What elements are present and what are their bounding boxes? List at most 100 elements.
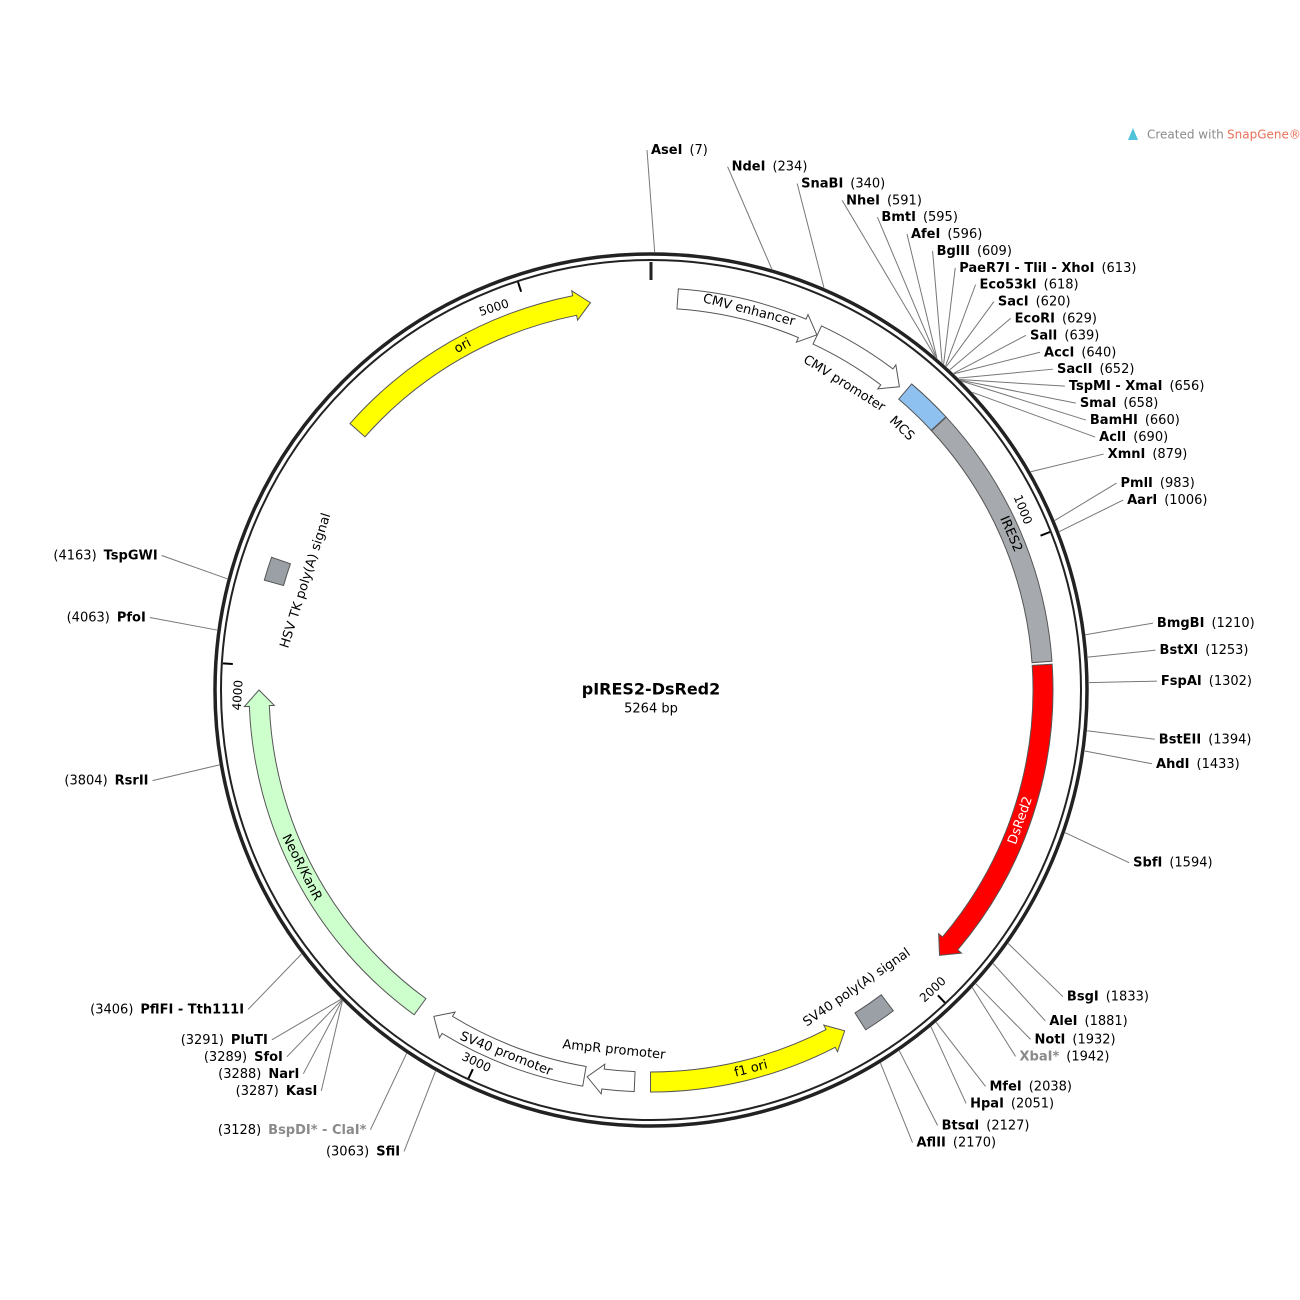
- site-position: (595): [923, 210, 958, 225]
- site-leader: [945, 301, 995, 367]
- site-position: (1253): [1205, 643, 1248, 658]
- site-position: (1433): [1197, 756, 1240, 771]
- site-name: AclI: [1099, 430, 1126, 445]
- site-position: (2038): [1029, 1079, 1072, 1094]
- site-label: (3063) SfiI: [326, 1144, 400, 1159]
- site-label: SacI (620): [998, 294, 1071, 309]
- site-label-text: Eco53kI (618): [980, 277, 1079, 292]
- site-label: XmnI (879): [1108, 447, 1188, 462]
- watermark: Created with SnapGene®: [1128, 128, 1300, 142]
- site-label-text: SacII (652): [1057, 362, 1134, 377]
- site-label: BtsαI (2127): [942, 1118, 1030, 1133]
- site-name: NheI: [846, 193, 880, 208]
- site-position: (2051): [1011, 1096, 1054, 1111]
- site-label-text: (3289) SfoI: [204, 1049, 283, 1064]
- site-name: BamHI: [1090, 413, 1138, 428]
- site-name: NotI: [1035, 1032, 1066, 1047]
- site-label-text: (3406) PflFI - Tth111I: [90, 1002, 244, 1017]
- feature-label: NeoR/KanR: [278, 832, 324, 904]
- backbone-outer: [213, 252, 1089, 1128]
- site-leader: [876, 216, 938, 359]
- site-name: SacI: [998, 294, 1029, 309]
- site-position: (591): [887, 193, 922, 208]
- site-label: NotI (1932): [1035, 1032, 1116, 1047]
- feature-label: AmpR promoter: [562, 1037, 667, 1063]
- site-label-text: (3288) NarI: [218, 1066, 299, 1081]
- site-label-text: SacI (620): [998, 294, 1071, 309]
- site-name: SfoI: [254, 1049, 283, 1064]
- site-name: BmtI: [881, 210, 916, 225]
- site-name: PflFI - Tth111I: [140, 1002, 244, 1017]
- site-label: BsgI (1833): [1067, 989, 1149, 1004]
- site-label-text: BamHI (660): [1090, 413, 1180, 428]
- site-name: SbfI: [1133, 855, 1162, 870]
- site-leader: [953, 351, 1041, 375]
- site-position: (629): [1062, 311, 1097, 326]
- site-label-text: BmgBI (1210): [1157, 616, 1255, 631]
- site-leader: [369, 1053, 408, 1131]
- site-name: TspGWI: [104, 548, 158, 563]
- site-label: SalI (639): [1030, 328, 1099, 343]
- site-label-text: XbaI* (1942): [1020, 1049, 1110, 1064]
- site-leader: [1054, 482, 1117, 521]
- site-label: (3288) NarI: [218, 1066, 299, 1081]
- site-position: (660): [1145, 413, 1180, 428]
- site-position: (340): [850, 176, 885, 191]
- watermark-text: Created with: [1147, 128, 1224, 142]
- site-label: (4063) PfoI: [67, 610, 146, 625]
- site-position: (639): [1064, 328, 1099, 343]
- feature-label: HSV TK poly(A) signal: [277, 511, 334, 650]
- site-label-text: SmaI (658): [1080, 396, 1159, 411]
- site-name: AccI: [1044, 345, 1074, 360]
- site-position: (609): [977, 243, 1012, 258]
- site-position: (690): [1133, 430, 1168, 445]
- site-position: (656): [1169, 379, 1204, 394]
- site-leader: [247, 953, 302, 1010]
- site-label-text: BstXI (1253): [1160, 643, 1249, 658]
- site-position: (620): [1036, 294, 1071, 309]
- site-label-text: AleI (1881): [1049, 1013, 1127, 1028]
- site-name: Eco53kI: [980, 277, 1037, 292]
- site-label-text: SnaBI (340): [801, 176, 885, 191]
- feature: [938, 663, 1054, 956]
- site-label: AfeI (596): [911, 227, 982, 242]
- site-label: SmaI (658): [1080, 396, 1159, 411]
- feature-label: ori: [452, 335, 474, 356]
- site-position: (2170): [953, 1135, 996, 1150]
- site-position: (1594): [1169, 855, 1212, 870]
- site-leader: [796, 183, 825, 288]
- site-leader: [1087, 730, 1155, 740]
- site-leader: [975, 983, 1031, 1040]
- site-label: NdeI (234): [732, 159, 808, 174]
- site-label-text: (3128) BspDI* - ClaI*: [218, 1122, 367, 1137]
- site-label-text: BsgI (1833): [1067, 989, 1149, 1004]
- site-name: EcoRI: [1015, 311, 1055, 326]
- site-leader: [953, 334, 1027, 374]
- site-label: (3406) PflFI - Tth111I: [90, 1002, 244, 1017]
- site-label: (3287) KasI: [236, 1083, 318, 1098]
- site-name: SalI: [1030, 328, 1057, 343]
- site-label-text: BstEII (1394): [1159, 732, 1252, 747]
- site-position: (3287): [236, 1083, 279, 1098]
- site-name: PaeR7I - TliI - XhoI: [959, 260, 1094, 275]
- site-label: FspAI (1302): [1161, 674, 1252, 689]
- site-name: HpaI: [970, 1096, 1004, 1111]
- site-label: SnaBI (340): [801, 176, 885, 191]
- site-leader: [935, 1022, 986, 1087]
- site-label: (3289) SfoI: [204, 1049, 283, 1064]
- site-leader: [945, 284, 977, 367]
- site-leader: [1059, 499, 1124, 533]
- site-name: SfiI: [376, 1144, 400, 1159]
- site-label-text: SalI (639): [1030, 328, 1099, 343]
- site-leader: [943, 267, 956, 365]
- site-label-text: PmlI (983): [1121, 476, 1195, 491]
- site-leader: [906, 233, 938, 359]
- site-label: AarI (1006): [1127, 493, 1207, 508]
- site-label-text: BtsαI (2127): [942, 1118, 1030, 1133]
- site-position: (1302): [1209, 674, 1252, 689]
- site-position: (3289): [204, 1049, 247, 1064]
- site-label: BstXI (1253): [1160, 643, 1249, 658]
- site-leader: [1030, 453, 1104, 473]
- site-leader: [880, 1062, 913, 1143]
